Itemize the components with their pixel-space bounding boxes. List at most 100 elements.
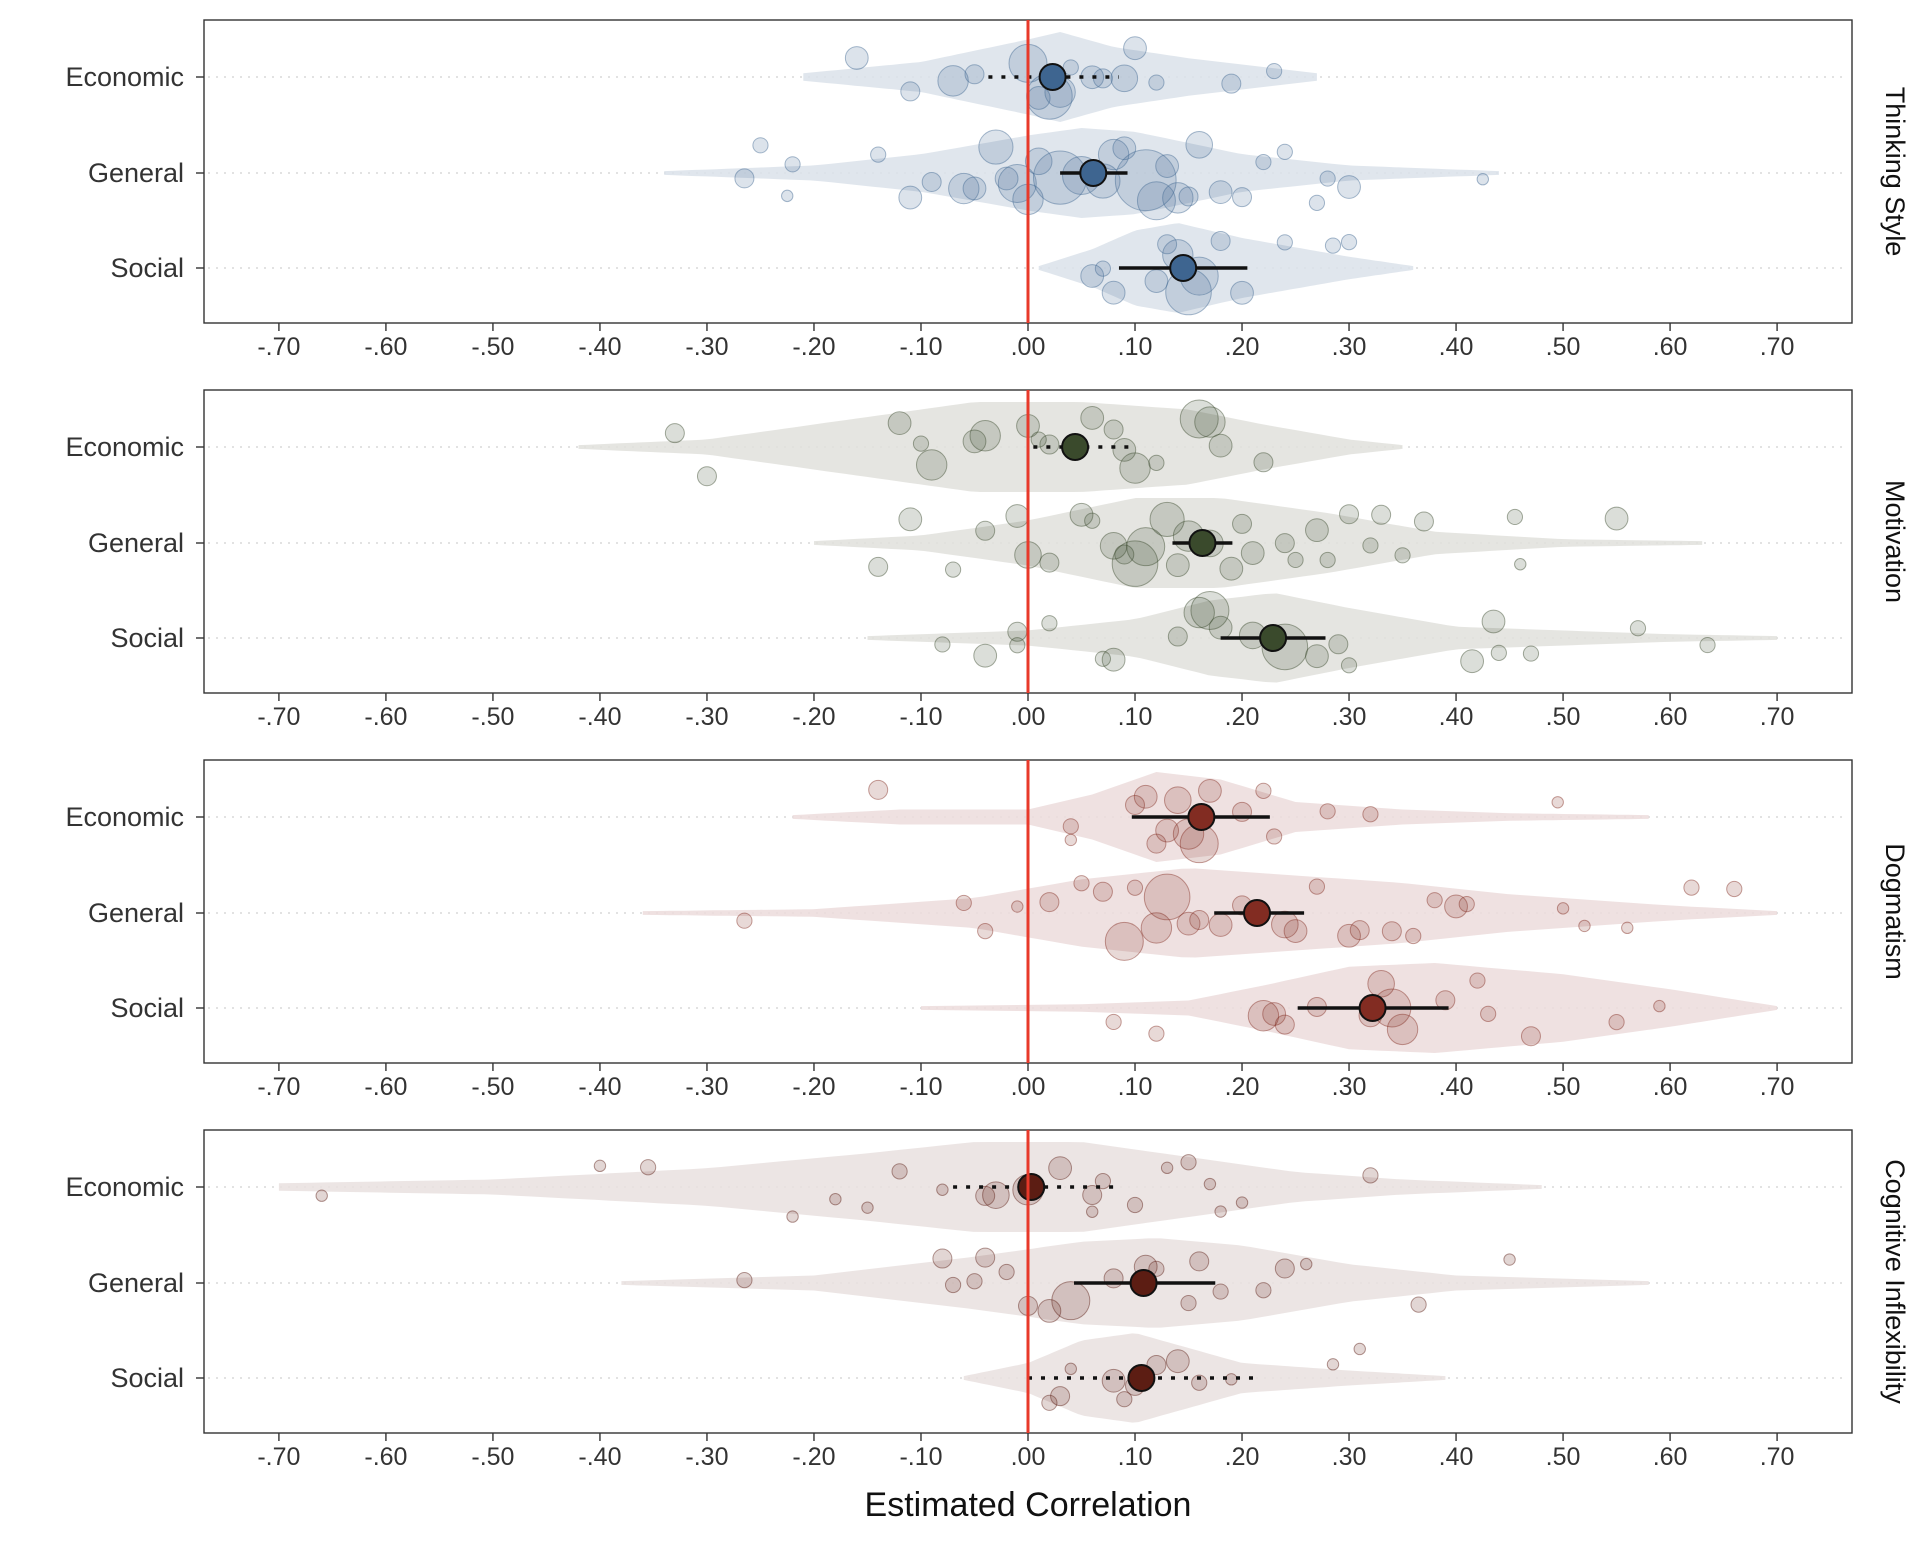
study-point: [1371, 504, 1392, 525]
study-point: [1189, 1251, 1210, 1272]
study-point: [1064, 833, 1078, 847]
study-point: [1266, 62, 1283, 80]
strip-label: Cognitive Inflexibility: [1880, 1159, 1910, 1404]
study-point: [1094, 260, 1112, 277]
study-point: [1185, 131, 1214, 159]
study-point: [944, 561, 962, 578]
study-point: [786, 1210, 799, 1223]
study-point: [1556, 902, 1570, 915]
study-point: [1230, 280, 1254, 305]
study-point: [915, 449, 948, 481]
study-point: [1009, 637, 1026, 654]
x-tick-label: -.30: [685, 333, 728, 361]
category-label: Economic: [65, 1172, 184, 1202]
study-point: [962, 429, 987, 454]
study-point: [1362, 1167, 1379, 1184]
x-tick-label: -.40: [578, 1443, 621, 1471]
study-point: [1305, 518, 1329, 543]
x-tick-label: .50: [1546, 1073, 1581, 1101]
study-point: [937, 65, 969, 97]
study-point: [912, 435, 930, 452]
study-point: [1520, 1026, 1541, 1047]
x-tick-label: .70: [1760, 1073, 1795, 1101]
x-tick-label: .30: [1332, 1073, 1367, 1101]
study-point: [1225, 1373, 1238, 1386]
violin-shape: [278, 1142, 1542, 1232]
study-point: [1271, 910, 1299, 939]
study-point: [1123, 36, 1147, 61]
strip-label: Thinking Style: [1880, 87, 1910, 257]
study-point: [982, 1181, 1010, 1209]
x-tick-label: .50: [1546, 1443, 1581, 1471]
study-point: [1274, 1014, 1295, 1035]
study-point: [1337, 175, 1361, 199]
x-tick-label: .70: [1760, 703, 1795, 731]
study-point: [1232, 187, 1253, 208]
pooled-estimate-point: [1243, 899, 1272, 927]
study-point: [1287, 551, 1304, 569]
x-tick-label: -.70: [257, 703, 300, 731]
study-point: [315, 1189, 328, 1202]
study-point: [1126, 1196, 1144, 1214]
x-tick-label: .30: [1332, 1443, 1367, 1471]
study-point: [1726, 880, 1743, 898]
study-point: [1062, 818, 1079, 835]
study-point: [1503, 1253, 1516, 1266]
study-point: [1435, 990, 1456, 1011]
pooled-estimate-point: [1187, 803, 1216, 831]
strip-label: Dogmatism: [1880, 843, 1910, 980]
study-point: [1235, 1196, 1249, 1209]
study-point: [1340, 234, 1358, 251]
study-point: [973, 643, 998, 668]
study-point: [1328, 634, 1349, 655]
study-point: [966, 1273, 983, 1290]
x-tick-label: -.10: [899, 333, 942, 361]
study-point: [1283, 919, 1308, 943]
study-point: [1039, 552, 1060, 573]
study-point: [1221, 73, 1242, 94]
study-point: [1247, 1000, 1280, 1032]
study-point: [640, 1159, 657, 1176]
study-point: [734, 168, 755, 189]
study-point: [1413, 511, 1434, 532]
x-tick-label: .10: [1118, 333, 1153, 361]
study-point: [1198, 779, 1222, 803]
panel-cognitive-inflexibility: Economic General Social -.70 -.60 -.50 -.40 -.3…: [65, 1129, 1910, 1471]
pooled-estimate-point: [1169, 254, 1198, 282]
study-point: [978, 129, 1014, 165]
x-tick-label: -.20: [792, 333, 835, 361]
study-point: [1094, 1173, 1112, 1190]
study-point: [1208, 615, 1233, 640]
category-label: Social: [110, 1363, 184, 1393]
study-point: [1300, 1257, 1313, 1271]
study-point: [1114, 149, 1177, 212]
study-point: [784, 156, 801, 173]
study-point: [1111, 540, 1159, 587]
study-point: [1337, 923, 1361, 948]
violin-shape: [963, 1333, 1446, 1423]
pooled-estimate-point: [1079, 159, 1108, 187]
study-point: [1114, 544, 1135, 565]
study-point: [781, 189, 794, 203]
study-point: [1073, 875, 1090, 892]
study-point: [1551, 796, 1564, 809]
study-point: [934, 636, 951, 653]
study-point: [1362, 537, 1379, 554]
strip-label: Motivation: [1880, 480, 1910, 603]
pooled-estimate-point: [1017, 1173, 1046, 1201]
study-point: [948, 172, 980, 205]
study-point: [1143, 873, 1191, 921]
study-point: [1319, 170, 1336, 187]
study-point: [1112, 437, 1137, 462]
x-tick-label: .60: [1653, 703, 1688, 731]
study-point: [1191, 1374, 1208, 1391]
x-tick-label: .20: [1225, 1443, 1260, 1471]
study-point: [1069, 502, 1094, 527]
x-tick-label: -.30: [685, 1073, 728, 1101]
study-point: [1219, 556, 1244, 581]
x-tick-label: .20: [1225, 333, 1260, 361]
study-point: [1165, 1349, 1190, 1374]
study-point: [1101, 280, 1126, 305]
study-point: [1394, 547, 1411, 564]
